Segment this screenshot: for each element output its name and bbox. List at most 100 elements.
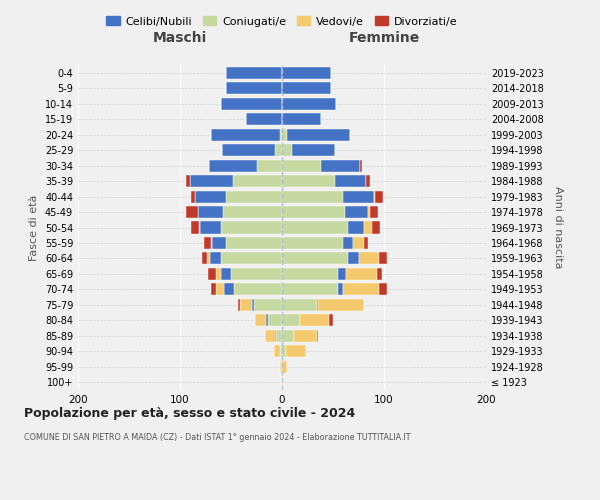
Bar [345,206,368,218]
Bar [282,361,287,373]
Bar [275,144,282,156]
Bar [280,346,282,358]
Bar [186,175,190,187]
Bar [200,222,221,234]
Bar [221,252,282,264]
Bar [375,190,383,202]
Bar [226,66,282,79]
Bar [317,330,318,342]
Bar [294,330,317,342]
Bar [282,222,349,234]
Bar [282,160,321,172]
Text: Femmine: Femmine [349,31,419,45]
Bar [253,299,254,311]
Bar [231,268,282,280]
Bar [234,284,282,296]
Bar [292,144,335,156]
Bar [317,299,318,311]
Bar [282,346,286,358]
Bar [282,268,338,280]
Bar [379,284,387,296]
Bar [359,160,362,172]
Bar [335,175,365,187]
Bar [282,284,338,296]
Bar [338,268,346,280]
Bar [282,82,331,94]
Bar [321,160,359,172]
Bar [240,299,253,311]
Bar [301,314,329,326]
Bar [282,190,343,202]
Y-axis label: Fasce di età: Fasce di età [29,194,39,260]
Text: COMUNE DI SAN PIETRO A MAIDA (CZ) - Dati ISTAT 1° gennaio 2024 - Elaborazione TU: COMUNE DI SAN PIETRO A MAIDA (CZ) - Dati… [24,432,410,442]
Bar [247,113,282,125]
Bar [216,284,224,296]
Y-axis label: Anni di nascita: Anni di nascita [553,186,563,269]
Bar [209,160,257,172]
Bar [221,98,282,110]
Bar [370,206,378,218]
Bar [364,222,372,234]
Text: Maschi: Maschi [153,31,207,45]
Bar [268,314,282,326]
Bar [202,252,206,264]
Bar [368,206,370,218]
Bar [221,268,231,280]
Bar [282,252,349,264]
Bar [238,299,240,311]
Bar [282,128,287,140]
Bar [265,330,275,342]
Bar [359,252,379,264]
Bar [353,237,364,249]
Bar [282,144,292,156]
Bar [286,346,307,358]
Bar [364,237,368,249]
Bar [205,237,211,249]
Bar [226,82,282,94]
Bar [216,268,221,280]
Bar [186,206,199,218]
Bar [224,284,234,296]
Bar [206,252,209,264]
Text: Popolazione per età, sesso e stato civile - 2024: Popolazione per età, sesso e stato civil… [24,408,355,420]
Bar [379,252,387,264]
Bar [211,128,280,140]
Bar [329,314,333,326]
Bar [282,206,345,218]
Bar [275,330,276,342]
Bar [282,237,343,249]
Bar [282,66,331,79]
Bar [377,268,382,280]
Bar [280,128,282,140]
Bar [196,190,226,202]
Bar [199,206,223,218]
Bar [343,237,353,249]
Bar [257,160,282,172]
Legend: Celibi/Nubili, Coniugati/e, Vedovi/e, Divorziati/e: Celibi/Nubili, Coniugati/e, Vedovi/e, Di… [101,10,463,32]
Bar [190,175,233,187]
Bar [338,284,343,296]
Bar [212,237,226,249]
Bar [226,237,282,249]
Bar [199,222,200,234]
Bar [343,284,379,296]
Bar [233,175,282,187]
Bar [372,222,380,234]
Bar [222,144,275,156]
Bar [346,268,377,280]
Bar [349,252,359,264]
Bar [274,346,280,358]
Bar [282,299,317,311]
Bar [318,299,364,311]
Bar [287,128,350,140]
Bar [280,361,282,373]
Bar [221,222,282,234]
Bar [282,330,294,342]
Bar [254,299,282,311]
Bar [256,314,266,326]
Bar [211,237,212,249]
Bar [282,98,336,110]
Bar [226,190,282,202]
Bar [208,268,216,280]
Bar [211,284,216,296]
